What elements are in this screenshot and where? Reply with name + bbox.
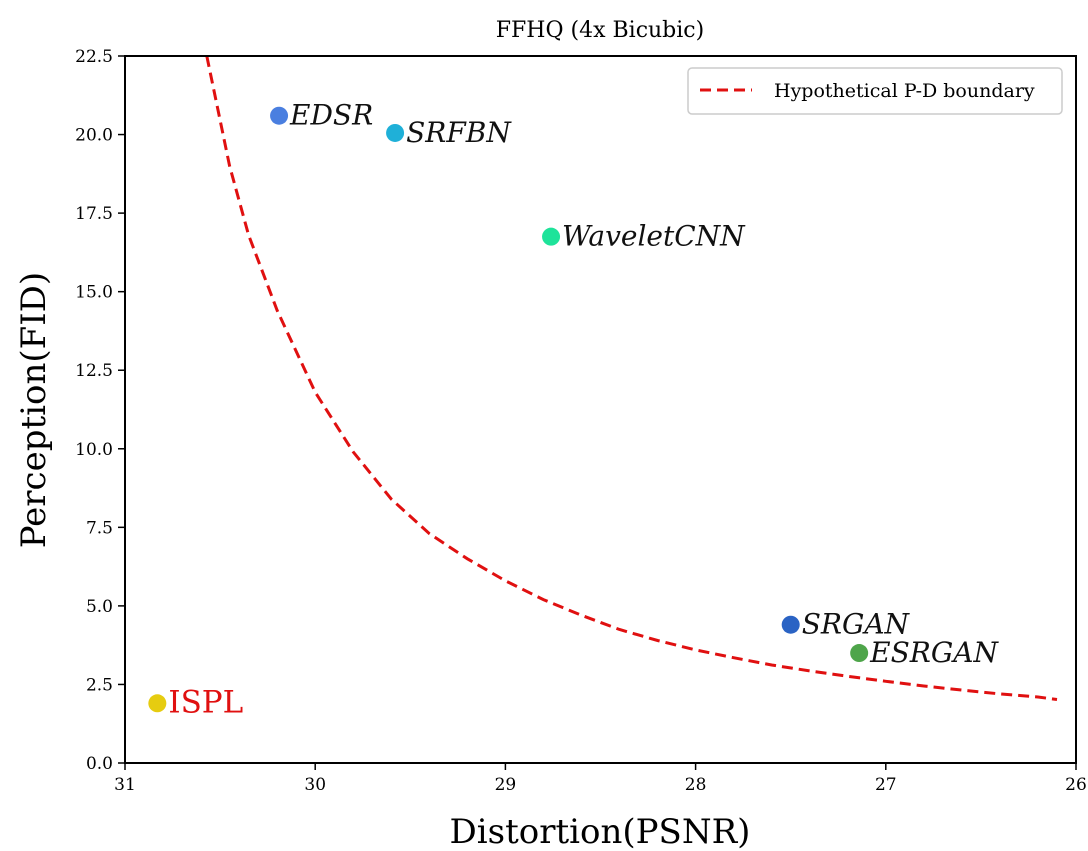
data-point-esrgan (850, 644, 869, 663)
legend: Hypothetical P-D boundary (687, 67, 1063, 115)
y-tick-label: 10.0 (75, 440, 113, 460)
y-tick-label: 20.0 (75, 126, 113, 146)
x-tick-label: 26 (1065, 775, 1087, 795)
y-tick-label: 12.5 (75, 361, 113, 381)
point-label-edsr: EDSR (289, 99, 373, 132)
data-point-srgan (781, 615, 800, 634)
y-tick-label: 22.5 (75, 47, 113, 67)
point-label-srfbn: SRFBN (406, 116, 512, 149)
pd-boundary-curve (205, 56, 1058, 701)
x-tick-label: 31 (114, 775, 136, 795)
y-tick-label: 5.0 (86, 597, 113, 617)
y-tick-label: 0.0 (86, 754, 113, 774)
y-tick-label: 15.0 (75, 283, 113, 303)
x-tick-label: 29 (495, 775, 517, 795)
data-point-edsr (270, 106, 289, 125)
chart-title: FFHQ (4x Bicubic) (496, 18, 704, 43)
point-label-waveletcnn: WaveletCNN (562, 220, 746, 253)
x-axis-title: Distortion(PSNR) (450, 812, 751, 851)
y-tick-label: 2.5 (86, 675, 113, 695)
plot-frame (124, 55, 1077, 764)
legend-label: Hypothetical P-D boundary (774, 80, 1035, 102)
x-tick-label: 30 (304, 775, 326, 795)
data-point-ispl (148, 694, 167, 713)
point-label-esrgan: ESRGAN (869, 636, 999, 669)
y-tick-label: 17.5 (75, 204, 113, 224)
y-axis-title: Perception(FID) (14, 272, 54, 548)
legend-box (687, 67, 1063, 115)
x-tick-label: 28 (685, 775, 707, 795)
x-tick-label: 27 (875, 775, 897, 795)
plot-area: 31 30 29 28 27 26 0.0 2.5 5.0 7.5 10.0 12.5 15.0 17.5… (75, 47, 1087, 795)
point-label-srgan: SRGAN (802, 608, 911, 641)
data-point-srfbn (386, 123, 405, 142)
y-tick-label: 7.5 (86, 518, 113, 538)
point-label-ispl: ISPL (168, 684, 243, 720)
data-point-waveletcnn (542, 227, 561, 246)
